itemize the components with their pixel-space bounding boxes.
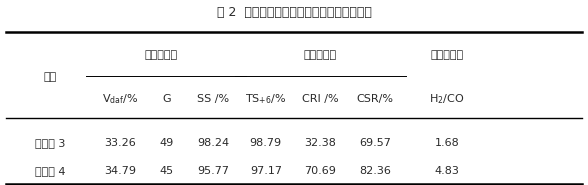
Text: 气化焦 3: 气化焦 3 (35, 138, 65, 148)
Text: 45: 45 (159, 166, 173, 176)
Text: $\mathregular{TS_{+6}}$/%: $\mathregular{TS_{+6}}$/% (245, 92, 286, 106)
Text: 98.79: 98.79 (250, 138, 282, 148)
Text: CRI /%: CRI /% (302, 94, 339, 104)
Text: 序号: 序号 (44, 72, 56, 82)
Text: 98.24: 98.24 (198, 138, 229, 148)
Text: 气化焦指标: 气化焦指标 (304, 51, 337, 60)
Text: $\mathregular{H_2}$/CO: $\mathregular{H_2}$/CO (429, 92, 465, 106)
Text: 气化气组成: 气化气组成 (430, 51, 463, 60)
Text: 97.17: 97.17 (250, 166, 282, 176)
Text: 95.77: 95.77 (198, 166, 229, 176)
Text: 33.26: 33.26 (105, 138, 136, 148)
Text: 气化焦 4: 气化焦 4 (35, 166, 65, 176)
Text: CSR/%: CSR/% (357, 94, 393, 104)
Text: $\mathregular{V_{daf}}$/%: $\mathregular{V_{daf}}$/% (102, 92, 139, 106)
Text: 69.57: 69.57 (359, 138, 391, 148)
Text: 70.69: 70.69 (305, 166, 336, 176)
Text: 表 2  添加不同量电石渣对气化焦性质的影响: 表 2 添加不同量电石渣对气化焦性质的影响 (216, 6, 372, 18)
Text: G: G (162, 94, 171, 104)
Text: 34.79: 34.79 (105, 166, 136, 176)
Text: 1.68: 1.68 (435, 138, 459, 148)
Text: SS /%: SS /% (198, 94, 229, 104)
Text: 49: 49 (159, 138, 173, 148)
Text: 4.83: 4.83 (435, 166, 459, 176)
Text: 32.38: 32.38 (305, 138, 336, 148)
Text: 82.36: 82.36 (359, 166, 391, 176)
Text: 配合煤指标: 配合煤指标 (145, 51, 178, 60)
